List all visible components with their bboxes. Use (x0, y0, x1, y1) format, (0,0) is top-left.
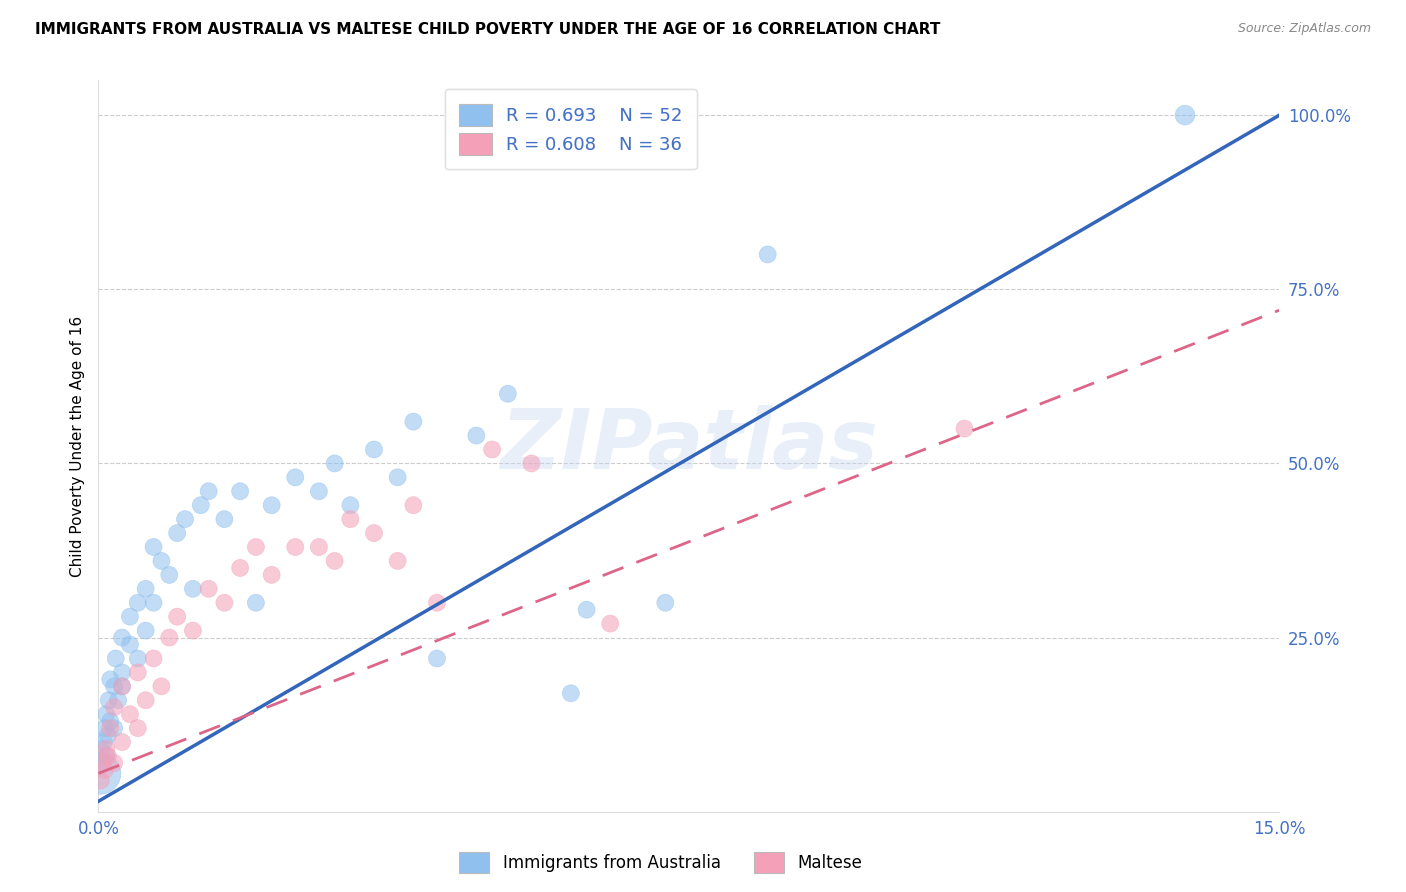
Point (127, 721, 149, 735)
Text: ZIPatlas: ZIPatlas (501, 406, 877, 486)
Point (111, 679, 134, 693)
Point (181, 624, 204, 638)
Text: IMMIGRANTS FROM AUSTRALIA VS MALTESE CHILD POVERTY UNDER THE AGE OF 16 CORRELATI: IMMIGRANTS FROM AUSTRALIA VS MALTESE CHI… (35, 22, 941, 37)
Point (197, 484, 219, 499)
Point (323, 554, 346, 568)
Point (245, 596, 267, 610)
Point (323, 457, 346, 471)
Point (150, 679, 173, 693)
Point (98, 721, 121, 735)
Point (599, 616, 621, 631)
Point (426, 651, 449, 665)
Point (363, 442, 385, 457)
Point (103, 700, 125, 714)
Point (465, 428, 488, 442)
Point (135, 582, 157, 596)
Point (89, 766, 111, 780)
Point (520, 457, 543, 471)
Point (166, 609, 188, 624)
Point (308, 484, 330, 499)
Point (339, 498, 361, 512)
Point (96, 749, 118, 764)
Point (756, 247, 779, 261)
Point (118, 609, 141, 624)
Point (111, 665, 134, 680)
Text: Source: ZipAtlas.com: Source: ZipAtlas.com (1237, 22, 1371, 36)
Point (111, 735, 134, 749)
Point (103, 756, 125, 770)
Point (135, 693, 157, 707)
Point (97, 749, 120, 764)
Point (90, 742, 112, 756)
Point (402, 415, 425, 429)
Point (97, 728, 120, 742)
Point (284, 540, 307, 554)
Point (575, 603, 598, 617)
Point (229, 484, 252, 499)
Point (135, 624, 157, 638)
Point (214, 596, 236, 610)
Point (97, 693, 120, 707)
Point (496, 386, 519, 401)
Point (229, 561, 252, 575)
Point (142, 596, 165, 610)
Point (93, 721, 115, 735)
Point (363, 526, 385, 541)
Point (107, 693, 129, 707)
Point (157, 631, 180, 645)
Point (111, 679, 134, 693)
Point (953, 421, 976, 435)
Point (91, 756, 114, 770)
Point (91, 756, 114, 770)
Point (166, 526, 188, 541)
Point (118, 707, 141, 722)
Point (402, 498, 425, 512)
Y-axis label: Child Poverty Under the Age of 16: Child Poverty Under the Age of 16 (69, 316, 84, 576)
Point (104, 651, 127, 665)
Point (387, 470, 409, 484)
Point (142, 651, 165, 665)
Point (181, 582, 204, 596)
Point (481, 442, 503, 457)
Point (127, 651, 149, 665)
Point (118, 638, 141, 652)
Point (103, 679, 125, 693)
Point (111, 631, 134, 645)
Point (150, 554, 173, 568)
Point (214, 512, 236, 526)
Point (308, 540, 330, 554)
Point (90, 773, 112, 788)
Point (174, 512, 197, 526)
Point (127, 665, 149, 680)
Point (93, 735, 115, 749)
Point (260, 567, 283, 582)
Point (654, 596, 676, 610)
Point (560, 686, 582, 700)
Point (197, 582, 219, 596)
Point (284, 470, 307, 484)
Point (98, 714, 121, 728)
Point (1174, 108, 1197, 122)
Point (103, 721, 125, 735)
Point (190, 498, 212, 512)
Point (96, 742, 118, 756)
Point (96, 707, 118, 722)
Point (245, 540, 267, 554)
Point (260, 498, 283, 512)
Point (93, 763, 115, 777)
Point (98, 673, 121, 687)
Point (157, 567, 180, 582)
Point (142, 540, 165, 554)
Point (339, 512, 361, 526)
Legend: Immigrants from Australia, Maltese: Immigrants from Australia, Maltese (453, 846, 869, 880)
Point (127, 596, 149, 610)
Point (426, 596, 449, 610)
Point (387, 554, 409, 568)
Legend: R = 0.693    N = 52, R = 0.608    N = 36: R = 0.693 N = 52, R = 0.608 N = 36 (444, 89, 697, 169)
